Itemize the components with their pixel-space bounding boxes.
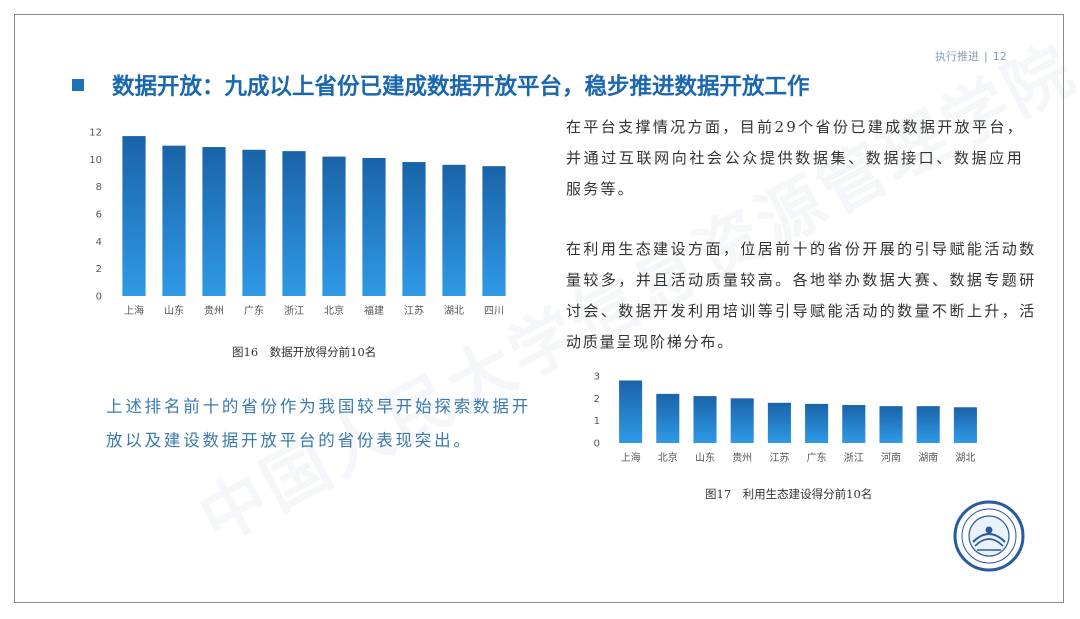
- x-tick-label: 广东: [244, 304, 264, 317]
- bar-浙江: [282, 151, 306, 296]
- x-tick-label: 江苏: [769, 451, 789, 464]
- chart-caption-ecosystem: 图17 利用生态建设得分前10名: [705, 487, 873, 501]
- x-tick-label: 湖南: [918, 451, 938, 464]
- y-tick-label: 3: [594, 372, 600, 383]
- bar-湖北: [953, 407, 977, 443]
- x-tick-label: 四川: [484, 306, 504, 317]
- x-tick-label: 湖北: [955, 452, 975, 464]
- header-separator: |: [984, 50, 988, 63]
- page-header: 执行推进 | 12: [935, 48, 1007, 64]
- y-tick-label: 6: [96, 210, 102, 221]
- x-tick-label: 广东: [807, 451, 827, 464]
- chart-caption-data-openness: 图16 数据开放得分前10名: [232, 345, 377, 359]
- bar-福建: [362, 157, 386, 296]
- bar-浙江: [842, 405, 866, 443]
- x-tick-label: 北京: [658, 451, 678, 464]
- bar-山东: [693, 396, 717, 443]
- bar-湖南: [916, 406, 940, 443]
- bar-上海: [619, 380, 643, 443]
- title-row: 数据开放：九成以上省份已建成数据开放平台，稳步推进数据开放工作: [72, 65, 810, 105]
- bar-四川: [482, 166, 506, 296]
- x-tick-label: 上海: [621, 451, 641, 464]
- bar-江苏: [767, 402, 791, 443]
- y-tick-label: 0: [96, 292, 102, 303]
- x-tick-label: 上海: [124, 304, 144, 317]
- paragraph-top-ten: 上述排名前十的省份作为我国较早开始探索数据开放以及建设数据开放平台的省份表现突出…: [106, 397, 531, 450]
- y-tick-label: 0: [594, 439, 600, 450]
- x-tick-label: 山东: [695, 451, 715, 464]
- chart-data-openness: 0 2 4 6 8 10 12 上海 山东 贵州 广东 浙江 北京 福建 江苏 湖北 四川: [89, 128, 506, 317]
- section-label: 执行推进: [935, 50, 979, 63]
- x-tick-label: 贵州: [732, 451, 752, 464]
- bar-北京: [656, 393, 680, 443]
- x-tick-label: 河南: [881, 451, 901, 464]
- y-tick-label: 12: [89, 128, 102, 139]
- slide-frame: 执行推进 | 12: [14, 14, 1064, 603]
- y-tick-label: 8: [96, 182, 102, 193]
- bar-上海: [122, 136, 146, 296]
- chart-ecosystem: 0 1 2 3 上海 北京 山东 贵州 江苏 广东 浙江 河南 湖南 湖北: [594, 372, 977, 464]
- y-tick-label: 10: [89, 155, 102, 166]
- bar-广东: [242, 149, 266, 296]
- x-tick-label: 山东: [164, 304, 184, 317]
- bar-江苏: [402, 162, 426, 296]
- y-tick-label: 2: [96, 264, 102, 275]
- bar-广东: [805, 403, 829, 443]
- y-tick-label: 2: [594, 394, 600, 405]
- x-tick-label: 湖北: [444, 305, 464, 317]
- x-tick-label: 浙江: [284, 305, 304, 317]
- title-bullet-icon: [72, 79, 84, 91]
- x-tick-label: 福建: [364, 304, 384, 317]
- bar-山东: [162, 145, 186, 296]
- bar-河南: [879, 406, 903, 443]
- page-title: 数据开放：九成以上省份已建成数据开放平台，稳步推进数据开放工作: [112, 74, 810, 100]
- paragraph-ecosystem: 在利用生态建设方面，位居前十的省份开展的引导赋能活动数量较多，并且活动质量较高。…: [566, 240, 1036, 351]
- paragraph-platform: 在平台支撑情况方面，目前29个省份已建成数据开放平台，并通过互联网向社会公众提供…: [566, 118, 1024, 198]
- y-tick-label: 1: [594, 416, 600, 427]
- x-tick-label: 贵州: [204, 304, 224, 317]
- x-tick-label: 北京: [324, 304, 344, 317]
- bar-贵州: [202, 147, 226, 296]
- bar-北京: [322, 156, 346, 296]
- bar-贵州: [730, 398, 754, 443]
- page-number: 12: [992, 50, 1007, 63]
- university-seal-icon: [953, 500, 1025, 572]
- y-tick-label: 4: [96, 237, 102, 248]
- bar-湖北: [442, 164, 466, 296]
- x-tick-label: 江苏: [404, 304, 424, 317]
- x-tick-label: 浙江: [844, 452, 864, 464]
